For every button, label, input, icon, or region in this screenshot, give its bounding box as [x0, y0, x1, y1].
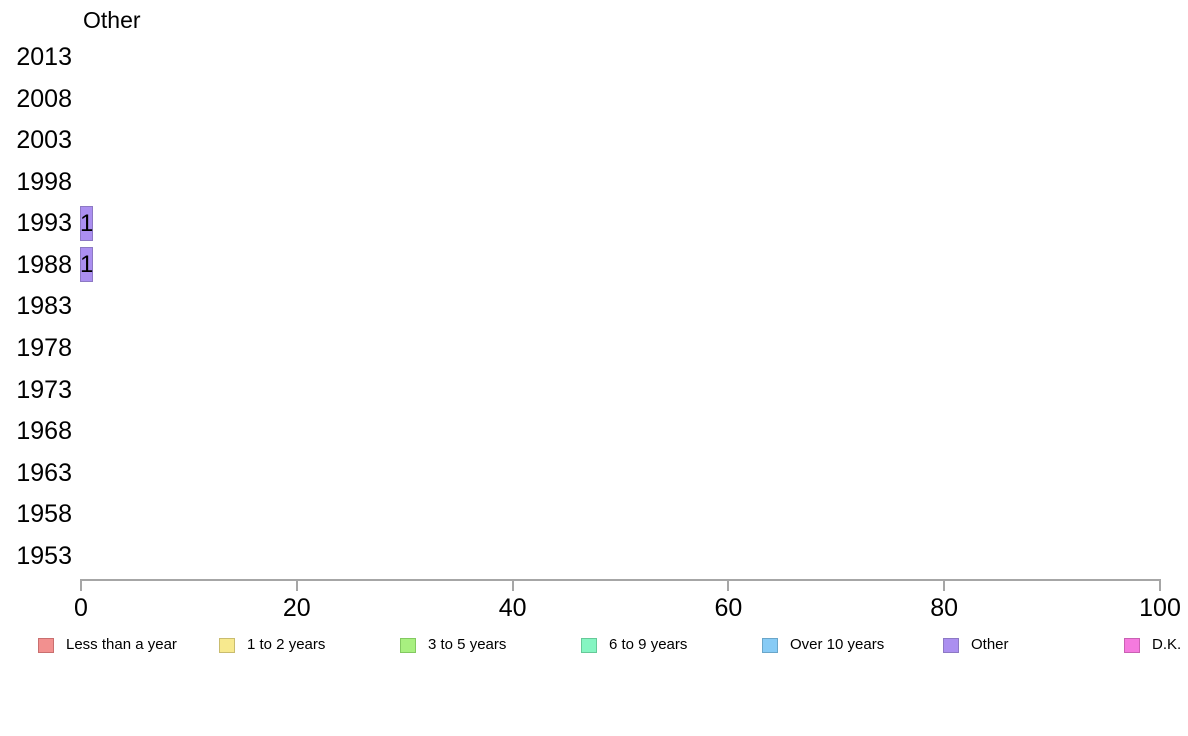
y-axis-label: 1993 [16, 209, 72, 238]
y-axis-label: 2003 [16, 126, 72, 155]
y-axis-label: 1953 [16, 541, 72, 570]
x-axis-tick [295, 579, 298, 591]
y-axis-label: 1973 [16, 375, 72, 404]
legend-swatch [943, 638, 959, 653]
x-axis-tick-label: 80 [930, 594, 959, 622]
y-axis-label: 1958 [16, 500, 72, 529]
bar [80, 247, 93, 283]
y-axis-label: 1988 [16, 250, 72, 279]
y-axis-label: 1963 [16, 458, 72, 487]
legend-swatch [400, 638, 416, 653]
legend-swatch [762, 638, 778, 653]
legend-swatch [1124, 638, 1140, 653]
x-axis-tick-label: 100 [1139, 594, 1181, 622]
bar-value-label: 1 [80, 209, 94, 237]
legend-swatch [219, 638, 235, 653]
legend-label: 3 to 5 years [428, 636, 507, 653]
x-axis-tick [1159, 579, 1161, 591]
x-axis-tick [727, 579, 730, 591]
x-axis-tick [511, 579, 514, 591]
legend-label: 1 to 2 years [247, 636, 326, 653]
legend-label: Over 10 years [790, 636, 885, 653]
bar [80, 205, 93, 241]
legend-label: Less than a year [66, 636, 177, 653]
legend-label: Other [971, 636, 1009, 653]
legend-label: D.K. [1152, 636, 1182, 653]
y-axis-label: 2013 [16, 43, 72, 71]
legend-label: 6 to 9 years [609, 636, 688, 653]
y-axis-label: 2008 [16, 84, 72, 113]
x-axis-line [80, 579, 1161, 581]
y-axis-label: 1978 [16, 334, 72, 363]
x-axis-tick [80, 579, 82, 591]
y-axis-label: 1998 [16, 167, 72, 196]
x-axis-tick-label: 20 [282, 594, 311, 622]
x-axis-tick-label: 60 [714, 594, 743, 622]
bar-value-label: 1 [80, 251, 94, 279]
x-axis-tick-label: 0 [74, 594, 88, 622]
legend-swatch [38, 638, 54, 653]
y-axis-label: 1983 [16, 292, 72, 321]
x-axis-tick [943, 579, 946, 591]
x-axis-tick-label: 40 [498, 594, 527, 622]
legend-swatch [581, 638, 597, 653]
chart-title: Other [83, 7, 141, 33]
y-axis-label: 1968 [16, 417, 72, 446]
